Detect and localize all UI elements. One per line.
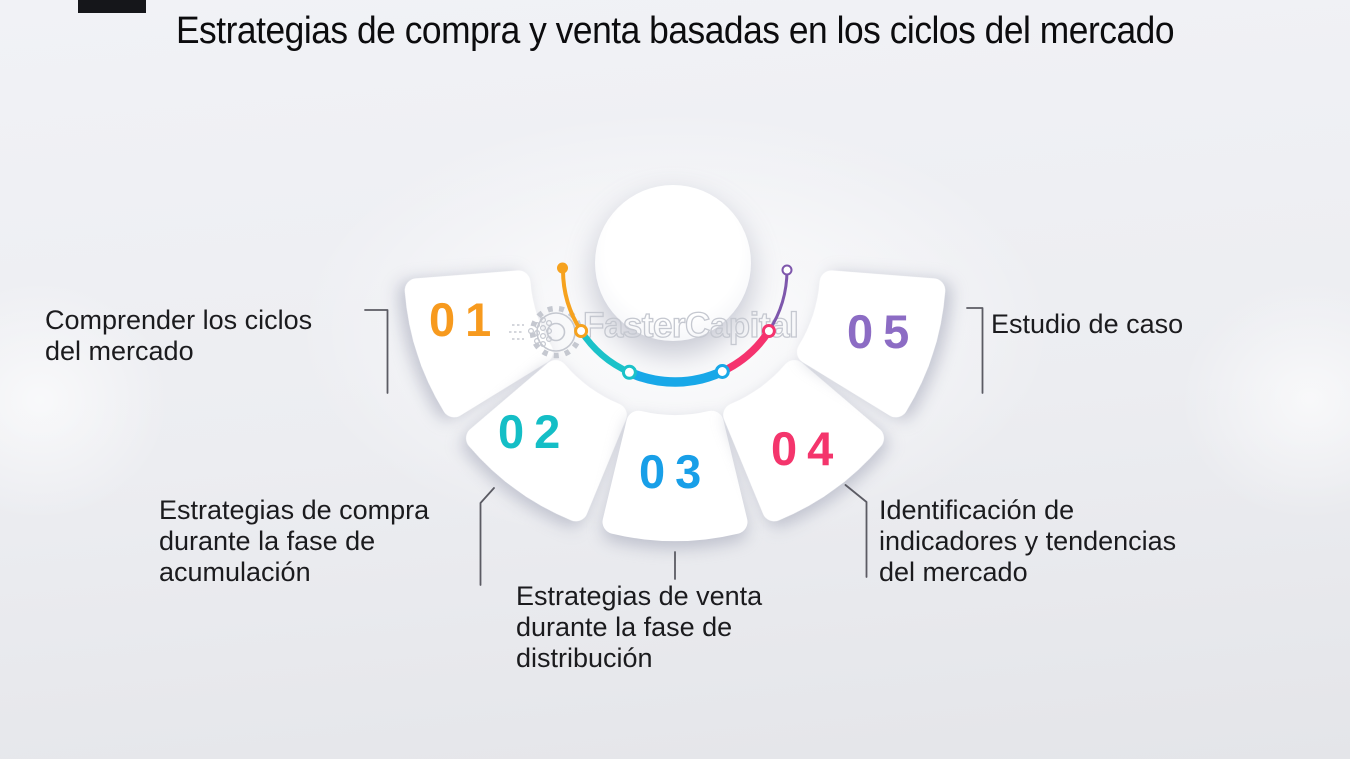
arc-segment-5 — [767, 269, 789, 332]
top-left-dark-bar — [78, 0, 146, 13]
arc-start-dot — [557, 262, 568, 274]
arc-segment-4 — [720, 328, 773, 375]
arc-node-1 — [574, 324, 589, 338]
connector-step-5 — [966, 307, 984, 394]
gear-icon — [509, 305, 583, 359]
connector-step-2 — [479, 487, 495, 586]
label-connectors — [364, 307, 984, 586]
connector-step-4 — [844, 484, 868, 578]
gear-dash-lines — [509, 324, 524, 340]
arc-node-2 — [621, 364, 637, 380]
cycle-arc — [557, 262, 793, 387]
page-title: Estrategias de compra y venta basadas en… — [175, 10, 1175, 52]
arc-node-4 — [761, 324, 776, 338]
arc-segment-3 — [627, 367, 725, 387]
arc-node-3 — [714, 364, 730, 379]
arc-segment-2 — [578, 329, 631, 376]
connector-step-1 — [364, 309, 389, 394]
arc-end-dot — [781, 264, 793, 276]
